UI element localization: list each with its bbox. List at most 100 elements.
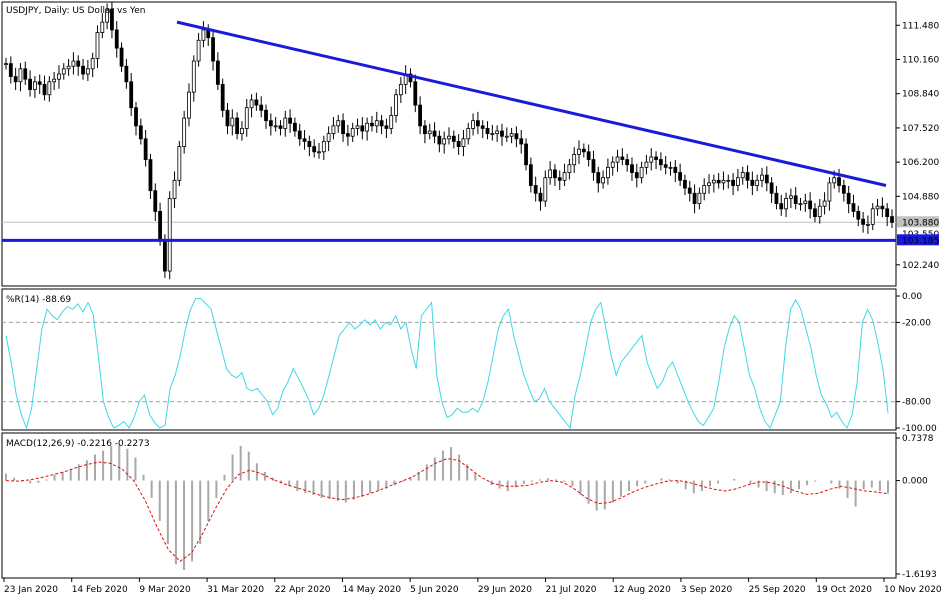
candle-body: [447, 135, 451, 140]
candle-body: [172, 179, 177, 199]
candle-body: [567, 164, 572, 173]
macd-panel-frame: [1, 432, 897, 579]
candle-body: [471, 120, 475, 129]
candle-body: [124, 65, 129, 83]
candle-body: [707, 182, 711, 186]
time-tick-label: 10 Nov 2020: [884, 585, 942, 595]
candle-body: [736, 177, 740, 186]
time-tick-label: 9 Mar 2020: [139, 585, 191, 595]
candle-body: [702, 185, 707, 194]
price-axis: 111.480 110.160 108.840 107.520 106.200 104.8…: [896, 21, 939, 271]
candle-body: [13, 76, 18, 83]
candle-body: [586, 151, 591, 160]
candle-body: [143, 138, 148, 160]
candle-body: [297, 130, 302, 140]
candle-body: [273, 125, 278, 128]
candle-body: [389, 115, 394, 129]
candle-body: [880, 205, 885, 210]
candle-body: [374, 120, 379, 127]
candle-body: [18, 68, 23, 83]
candle-body: [418, 104, 423, 127]
candle-body: [394, 94, 398, 116]
candle-body: [716, 179, 721, 184]
candle-body: [110, 8, 114, 31]
candle-body: [432, 130, 437, 137]
candle-body: [442, 138, 447, 145]
price-tick-label: 102.240: [902, 261, 939, 271]
candle-body: [95, 32, 100, 59]
candle-body: [509, 133, 514, 137]
candle-body: [423, 125, 427, 135]
candle-body: [57, 73, 61, 80]
candle-body: [379, 120, 384, 127]
candle-body: [793, 195, 798, 205]
candle-body: [259, 104, 264, 111]
candle-body: [788, 195, 793, 199]
candle-body: [673, 166, 678, 173]
macd-title: MACD(12,26,9) -0.2216 -0.2273: [6, 439, 150, 449]
candle-body: [28, 78, 32, 90]
price-tick-label: 108.840: [902, 90, 939, 100]
current-price-box: [897, 216, 939, 228]
candle-body: [32, 81, 37, 90]
candle-body: [225, 109, 230, 127]
candle-body: [129, 81, 134, 109]
candle-body: [8, 63, 13, 77]
candle-body: [114, 29, 119, 49]
candle-body: [687, 187, 692, 194]
trendlines[interactable]: [2, 20, 896, 242]
wpr-axis: 0.00 -20.00 -80.00 -100.00: [896, 292, 937, 434]
candle-body: [249, 99, 254, 109]
price-tick-label: 104.880: [902, 192, 939, 202]
price-tick-label: 106.200: [902, 158, 939, 168]
candle-body: [577, 148, 581, 155]
macd-axis: 0.7378 0.000 -1.6193: [896, 434, 937, 580]
candle-body: [288, 117, 292, 124]
price-panel-frame: [1, 1, 897, 287]
candle-body: [861, 218, 866, 225]
candle-body: [350, 128, 355, 137]
candle-body: [634, 172, 639, 179]
time-tick-label: 3 Sep 2020: [681, 585, 733, 595]
wpr-panel-frame: [1, 288, 897, 431]
candle-body: [750, 179, 755, 186]
candle-body: [66, 65, 71, 70]
price-tick-label: 111.480: [902, 21, 939, 31]
candle-body: [451, 135, 456, 142]
candle-body: [683, 179, 687, 189]
candle-body: [235, 117, 240, 135]
candle-body: [803, 200, 808, 205]
candle-body: [668, 166, 673, 169]
current-price-label: 103.880: [902, 218, 939, 228]
candle-body: [215, 60, 220, 85]
candle-body: [495, 130, 500, 135]
candle-body: [76, 60, 81, 67]
candle-body: [490, 133, 495, 136]
candle-body: [408, 73, 413, 83]
time-tick-label: 12 Aug 2020: [613, 585, 671, 595]
candle-body: [384, 125, 389, 129]
candle-body: [480, 125, 485, 129]
macd-tick-label: 0.000: [902, 477, 928, 487]
candle-body: [177, 146, 182, 181]
candle-body: [630, 164, 634, 173]
candle-body: [71, 60, 76, 67]
price-chart-title: USDJPY, Daily: US Dollar vs Yen: [6, 6, 145, 16]
candle-body: [774, 192, 779, 205]
candle-body: [148, 159, 153, 192]
candle-body: [890, 216, 894, 223]
candle-body: [798, 203, 803, 206]
candle-body: [244, 107, 249, 129]
candle-body: [466, 128, 471, 140]
candle-body: [827, 182, 832, 202]
macd-tick-label: -1.6193: [902, 570, 937, 580]
wpr-tick-label: -20.00: [902, 318, 931, 328]
candle-body: [620, 156, 625, 160]
candle-body: [524, 143, 528, 166]
candle-body: [596, 172, 601, 184]
candle-body: [543, 177, 548, 202]
price-candles: [4, 1, 894, 280]
candle-body: [302, 138, 307, 142]
candle-body: [731, 179, 735, 186]
